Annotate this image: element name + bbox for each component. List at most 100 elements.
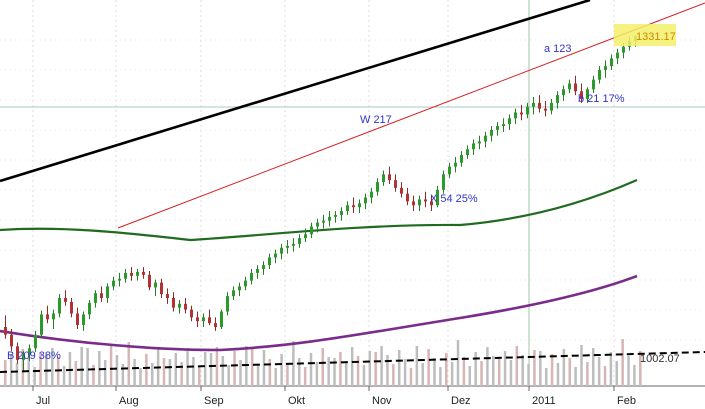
candle — [526, 102, 529, 119]
candle — [610, 54, 613, 70]
candle-body — [88, 302, 91, 315]
candle-body — [406, 193, 409, 202]
volume-bar — [286, 363, 289, 386]
candle — [34, 330, 37, 353]
candle-body — [580, 91, 583, 99]
volume-bar — [474, 352, 477, 386]
candle-body — [514, 112, 517, 119]
candle-body — [472, 143, 475, 150]
x-tick-label: Jul — [36, 395, 50, 407]
candle — [58, 294, 61, 318]
moving-average-green — [0, 178, 638, 242]
candle-body — [400, 187, 403, 194]
candle — [208, 309, 211, 326]
candle-body — [166, 294, 169, 299]
volume-bar — [227, 365, 230, 386]
volume-bar — [433, 358, 436, 386]
x-axis-ticks: Jul Aug Sep Okt Nov Dez 2011 Feb — [32, 386, 636, 407]
volume-bar — [127, 342, 130, 386]
volume-bar — [274, 368, 277, 386]
candle-body — [142, 271, 145, 275]
candle-body — [160, 282, 163, 295]
volume-bar — [380, 346, 383, 386]
candle-body — [394, 180, 397, 188]
candle-body — [586, 89, 589, 99]
candle-body — [502, 124, 505, 127]
volume-bar — [586, 362, 589, 386]
candle — [46, 305, 49, 324]
candlesticks — [4, 35, 637, 371]
volume-bar — [133, 359, 136, 386]
volume-bar — [256, 364, 260, 386]
candle — [400, 182, 403, 198]
candle — [280, 243, 283, 260]
candle-body — [322, 220, 325, 223]
candle-body — [82, 314, 85, 326]
candle — [334, 211, 337, 223]
candle-body — [334, 214, 337, 217]
candle-body — [226, 296, 229, 312]
volume-bar — [515, 346, 519, 386]
candle-body — [592, 79, 595, 90]
candle-body — [100, 293, 103, 299]
candle — [472, 139, 475, 156]
candle — [100, 286, 103, 302]
volume-bar — [103, 360, 107, 386]
volume-bar — [427, 349, 430, 386]
candle-body — [364, 197, 367, 204]
candle — [88, 299, 91, 320]
volume-bar — [445, 353, 448, 386]
candle-body — [316, 222, 319, 227]
candle-body — [112, 280, 115, 287]
candle-body — [4, 327, 7, 335]
volume-bar — [309, 353, 313, 386]
volume-bar — [397, 350, 401, 386]
candle-body — [346, 205, 349, 212]
volume-bar — [480, 361, 483, 386]
volume-bar — [321, 348, 325, 386]
candle — [40, 310, 43, 339]
candle-body — [244, 280, 247, 287]
candle — [166, 288, 169, 304]
volume-bar — [439, 367, 442, 386]
candle — [376, 178, 379, 196]
candle-body — [268, 257, 271, 266]
candle-body — [178, 303, 181, 308]
candle — [160, 278, 163, 299]
candle — [352, 197, 355, 213]
volume-bar — [192, 357, 195, 386]
volume-bar — [503, 351, 507, 386]
moving-average-purple — [0, 274, 638, 352]
candle-body — [46, 314, 49, 320]
candle — [460, 151, 463, 167]
candle-body — [22, 355, 25, 360]
dashed-support-line — [0, 351, 705, 373]
volume-bar — [597, 357, 601, 386]
candle-body — [430, 201, 433, 206]
candle-body — [124, 272, 127, 279]
volume-bar — [539, 351, 542, 386]
candle-body — [118, 278, 121, 281]
candle — [184, 298, 187, 314]
candle — [448, 162, 451, 179]
volume-bar — [486, 347, 489, 386]
candle — [418, 195, 421, 212]
volume-bar — [198, 366, 201, 386]
candle-body — [466, 149, 469, 156]
candle-body — [136, 271, 139, 276]
candle — [136, 269, 139, 281]
volume-bar — [345, 361, 348, 386]
volume-bar — [68, 352, 72, 386]
volume-bar — [280, 354, 283, 386]
candle-body — [550, 102, 553, 111]
candle-body — [172, 298, 175, 308]
reference-price-label: 1002.07 — [640, 353, 680, 365]
volume-bar — [33, 367, 36, 386]
candle — [466, 145, 469, 159]
candle — [316, 218, 319, 233]
volume-bar — [374, 352, 377, 386]
candle — [118, 272, 121, 287]
volume-bar — [9, 354, 13, 386]
candle — [130, 267, 133, 281]
